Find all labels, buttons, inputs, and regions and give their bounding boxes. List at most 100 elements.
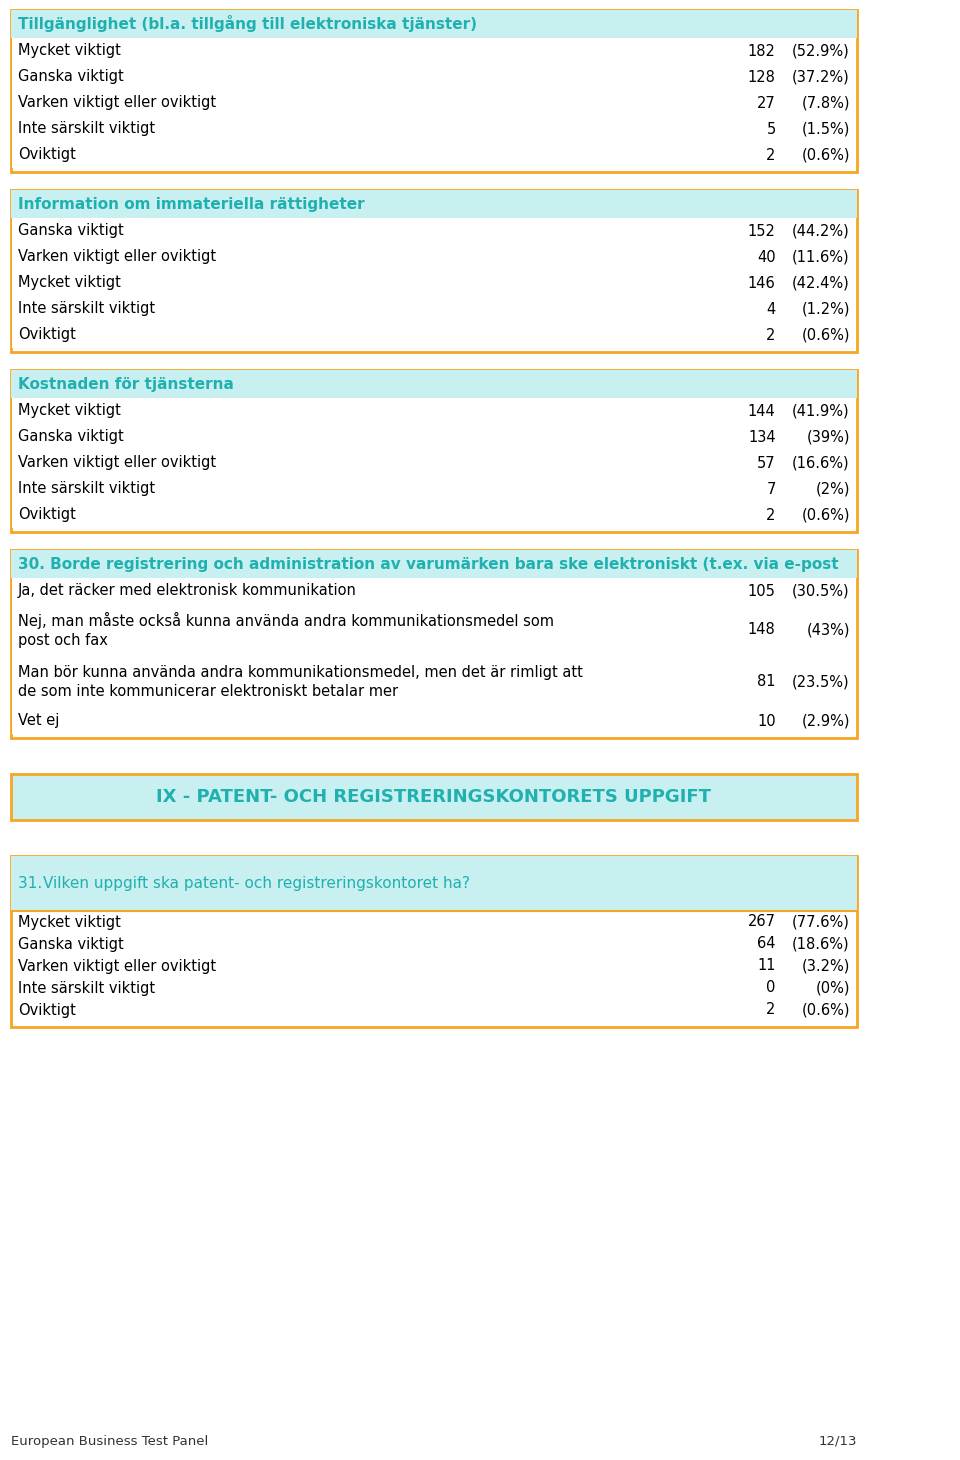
FancyBboxPatch shape	[11, 10, 857, 172]
FancyBboxPatch shape	[12, 244, 856, 270]
Text: (0%): (0%)	[815, 981, 850, 996]
Text: (0.6%): (0.6%)	[802, 147, 850, 162]
Text: (52.9%): (52.9%)	[792, 44, 850, 58]
Text: 7: 7	[766, 482, 776, 496]
Text: Mycket viktigt: Mycket viktigt	[18, 403, 121, 419]
Text: (0.6%): (0.6%)	[802, 1003, 850, 1018]
FancyBboxPatch shape	[12, 476, 856, 502]
Text: 27: 27	[756, 95, 776, 111]
FancyBboxPatch shape	[12, 323, 856, 347]
Text: Mycket viktigt: Mycket viktigt	[18, 44, 121, 58]
Text: Ja, det räcker med elektronisk kommunikation: Ja, det räcker med elektronisk kommunika…	[18, 584, 357, 599]
Text: Mycket viktigt: Mycket viktigt	[18, 276, 121, 291]
Text: 152: 152	[748, 223, 776, 238]
Text: (43%): (43%)	[806, 622, 850, 638]
Text: 2: 2	[766, 508, 776, 523]
Text: Inte särskilt viktigt: Inte särskilt viktigt	[18, 302, 156, 317]
FancyBboxPatch shape	[12, 91, 856, 115]
Text: 11: 11	[757, 959, 776, 974]
Text: Mycket viktigt: Mycket viktigt	[18, 914, 121, 930]
FancyBboxPatch shape	[12, 270, 856, 296]
Text: 40: 40	[757, 250, 776, 264]
Text: 81: 81	[757, 675, 776, 689]
Text: 31.: 31.	[18, 876, 47, 891]
Text: (41.9%): (41.9%)	[792, 403, 850, 419]
Text: (0.6%): (0.6%)	[802, 327, 850, 343]
Text: Ganska viktigt: Ganska viktigt	[18, 70, 124, 85]
Text: (18.6%): (18.6%)	[792, 936, 850, 952]
Text: Oviktigt: Oviktigt	[18, 327, 76, 343]
FancyBboxPatch shape	[11, 190, 857, 218]
Text: (0.6%): (0.6%)	[802, 508, 850, 523]
Text: 0: 0	[766, 981, 776, 996]
FancyBboxPatch shape	[12, 296, 856, 323]
FancyBboxPatch shape	[11, 774, 857, 821]
FancyBboxPatch shape	[11, 10, 857, 38]
Text: (2.9%): (2.9%)	[802, 714, 850, 729]
Text: Oviktigt: Oviktigt	[18, 1003, 76, 1018]
FancyBboxPatch shape	[12, 604, 856, 656]
Text: Vilken uppgift ska patent- och registreringskontoret ha?: Vilken uppgift ska patent- och registrer…	[43, 876, 470, 891]
Text: (2%): (2%)	[815, 482, 850, 496]
Text: Oviktigt: Oviktigt	[18, 508, 76, 523]
Text: Vet ej: Vet ej	[18, 714, 60, 729]
Text: 57: 57	[757, 456, 776, 470]
Text: IX - PATENT- OCH REGISTRERINGSKONTORETS UPPGIFT: IX - PATENT- OCH REGISTRERINGSKONTORETS …	[156, 788, 711, 806]
FancyBboxPatch shape	[12, 656, 856, 708]
Text: 5: 5	[766, 121, 776, 136]
Text: 148: 148	[748, 622, 776, 638]
Text: (37.2%): (37.2%)	[792, 70, 850, 85]
Text: 30. Borde registrering och administration av varumärken bara ske elektroniskt (t: 30. Borde registrering och administratio…	[18, 556, 839, 571]
FancyBboxPatch shape	[11, 369, 857, 399]
FancyBboxPatch shape	[12, 708, 856, 734]
FancyBboxPatch shape	[12, 502, 856, 529]
Text: 144: 144	[748, 403, 776, 419]
Text: Inte särskilt viktigt: Inte särskilt viktigt	[18, 121, 156, 136]
Text: 146: 146	[748, 276, 776, 291]
Text: Inte särskilt viktigt: Inte särskilt viktigt	[18, 482, 156, 496]
Text: (3.2%): (3.2%)	[802, 959, 850, 974]
Text: (7.8%): (7.8%)	[802, 95, 850, 111]
Text: Varken viktigt eller oviktigt: Varken viktigt eller oviktigt	[18, 95, 216, 111]
Text: (11.6%): (11.6%)	[792, 250, 850, 264]
Text: (23.5%): (23.5%)	[792, 675, 850, 689]
Text: 182: 182	[748, 44, 776, 58]
Text: 2: 2	[766, 327, 776, 343]
FancyBboxPatch shape	[12, 38, 856, 64]
Text: Varken viktigt eller oviktigt: Varken viktigt eller oviktigt	[18, 456, 216, 470]
Text: (16.6%): (16.6%)	[792, 456, 850, 470]
FancyBboxPatch shape	[12, 64, 856, 91]
Text: 4: 4	[766, 302, 776, 317]
Text: (1.2%): (1.2%)	[802, 302, 850, 317]
FancyBboxPatch shape	[12, 578, 856, 604]
Text: Information om immateriella rättigheter: Information om immateriella rättigheter	[18, 197, 365, 212]
Text: Nej, man måste också kunna använda andra kommunikationsmedel som
post och fax: Nej, man måste också kunna använda andra…	[18, 612, 554, 648]
FancyBboxPatch shape	[11, 190, 857, 352]
Text: 128: 128	[748, 70, 776, 85]
Text: Tillgänglighet (bl.a. tillgång till elektroniska tjänster): Tillgänglighet (bl.a. tillgång till elek…	[18, 16, 477, 32]
Text: (30.5%): (30.5%)	[792, 584, 850, 599]
Text: Ganska viktigt: Ganska viktigt	[18, 429, 124, 444]
Text: European Business Test Panel: European Business Test Panel	[11, 1435, 208, 1448]
Text: 134: 134	[748, 429, 776, 444]
Text: Man bör kunna använda andra kommunikationsmedel, men det är rimligt att
de som i: Man bör kunna använda andra kommunikatio…	[18, 666, 583, 699]
FancyBboxPatch shape	[12, 218, 856, 244]
Text: 2: 2	[766, 1003, 776, 1018]
FancyBboxPatch shape	[12, 142, 856, 168]
Text: (44.2%): (44.2%)	[792, 223, 850, 238]
Text: (39%): (39%)	[806, 429, 850, 444]
Text: (77.6%): (77.6%)	[792, 914, 850, 930]
FancyBboxPatch shape	[11, 550, 857, 578]
Text: Varken viktigt eller oviktigt: Varken viktigt eller oviktigt	[18, 959, 216, 974]
Text: 64: 64	[757, 936, 776, 952]
FancyBboxPatch shape	[11, 369, 857, 531]
Text: (1.5%): (1.5%)	[802, 121, 850, 136]
FancyBboxPatch shape	[12, 450, 856, 476]
Text: (42.4%): (42.4%)	[792, 276, 850, 291]
FancyBboxPatch shape	[11, 550, 857, 737]
Text: Oviktigt: Oviktigt	[18, 147, 76, 162]
Text: Varken viktigt eller oviktigt: Varken viktigt eller oviktigt	[18, 250, 216, 264]
Text: 10: 10	[757, 714, 776, 729]
Text: Inte särskilt viktigt: Inte särskilt viktigt	[18, 981, 156, 996]
Text: 12/13: 12/13	[819, 1435, 857, 1448]
